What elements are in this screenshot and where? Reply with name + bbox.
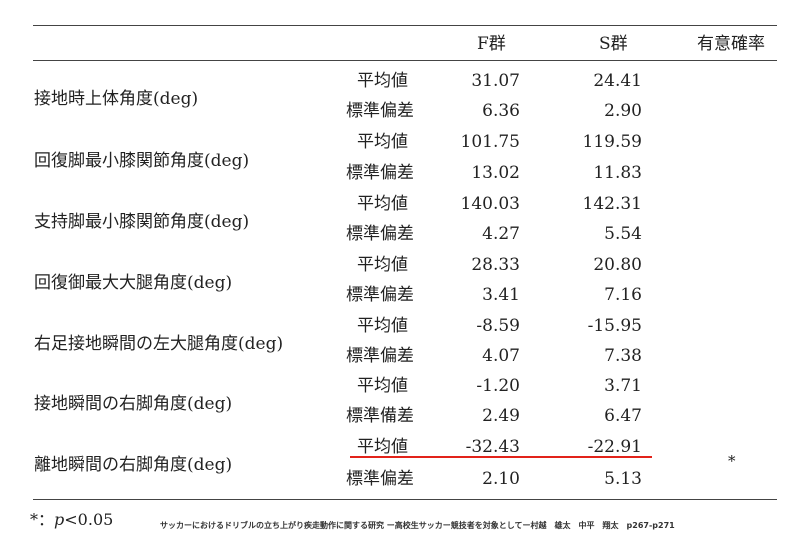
cell-mean-s: -15.95: [587, 316, 642, 336]
stat-label-mean: 平均値: [357, 437, 408, 457]
significance-footnote: *：p<0.05: [30, 510, 113, 530]
cell-sd-s: 5.54: [604, 224, 642, 244]
table-top-rule: [33, 25, 777, 26]
header-f-group: F群: [477, 34, 506, 54]
cell-sd-s: 6.47: [604, 406, 642, 426]
stat-label-mean: 平均値: [357, 316, 408, 336]
measure-label: 接地瞬間の右脚角度(deg): [34, 394, 233, 414]
cell-sd-s: 7.16: [604, 285, 642, 305]
cell-mean-f: 31.07: [471, 71, 520, 91]
stat-label-mean: 平均値: [357, 71, 408, 91]
stat-label-sd: 標準偏差: [346, 101, 414, 121]
stat-label-sd: 標準偏差: [346, 163, 414, 183]
measure-label: 回復脚最小膝関節角度(deg): [34, 151, 250, 171]
measure-label: 離地瞬間の右脚角度(deg): [34, 455, 233, 475]
stat-label-mean: 平均値: [357, 376, 408, 396]
cell-mean-s: -22.91: [587, 437, 642, 457]
cell-sd-s: 7.38: [604, 346, 642, 366]
stat-label-sd: 標準偏差: [346, 469, 414, 489]
cell-mean-s: 20.80: [593, 255, 642, 275]
table-header-rule: [33, 60, 777, 61]
cell-mean-f: -8.59: [476, 316, 520, 336]
measure-label: 右足接地瞬間の左大腿角度(deg): [34, 334, 284, 354]
footnote-threshold: <0.05: [64, 510, 114, 529]
footnote-marker: *：: [30, 510, 55, 529]
significance-marker: *: [728, 452, 736, 470]
stat-label-sd: 標準偏差: [346, 285, 414, 305]
stat-label-sd: 標準偏差: [346, 224, 414, 244]
footnote-p-symbol: p: [54, 510, 65, 529]
cell-mean-s: 24.41: [593, 71, 642, 91]
source-citation: サッカーにおけるドリブルの立ち上がり疾走動作に関する研究 ー高校生サッカー競技者…: [160, 521, 675, 530]
highlight-underline: [350, 456, 652, 458]
stat-label-mean: 平均値: [357, 255, 408, 275]
stat-label-mean: 平均値: [357, 132, 408, 152]
cell-sd-f: 3.41: [482, 285, 520, 305]
cell-mean-s: 142.31: [582, 194, 642, 214]
cell-sd-f: 13.02: [471, 163, 520, 183]
measure-label: 回復御最大大腿角度(deg): [34, 273, 233, 293]
cell-mean-f: -32.43: [465, 437, 520, 457]
cell-mean-s: 119.59: [582, 132, 642, 152]
cell-sd-f: 2.49: [482, 406, 520, 426]
stat-label-sd: 標準偏差: [346, 346, 414, 366]
cell-mean-f: -1.20: [476, 376, 520, 396]
stat-label-sd: 標準備差: [346, 406, 414, 426]
cell-sd-f: 4.27: [482, 224, 520, 244]
stat-label-mean: 平均値: [357, 194, 408, 214]
cell-mean-f: 101.75: [460, 132, 520, 152]
cell-sd-s: 5.13: [604, 469, 642, 489]
cell-sd-s: 11.83: [593, 163, 642, 183]
cell-mean-f: 140.03: [460, 194, 520, 214]
cell-mean-s: 3.71: [604, 376, 642, 396]
header-significance: 有意確率: [697, 34, 765, 54]
cell-sd-f: 4.07: [482, 346, 520, 366]
cell-sd-f: 2.10: [482, 469, 520, 489]
table-bottom-rule: [33, 499, 777, 500]
measure-label: 支持脚最小膝関節角度(deg): [34, 212, 250, 232]
header-s-group: S群: [599, 34, 628, 54]
cell-sd-f: 6.36: [482, 101, 520, 121]
cell-sd-s: 2.90: [604, 101, 642, 121]
cell-mean-f: 28.33: [471, 255, 520, 275]
measure-label: 接地時上体角度(deg): [34, 89, 199, 109]
